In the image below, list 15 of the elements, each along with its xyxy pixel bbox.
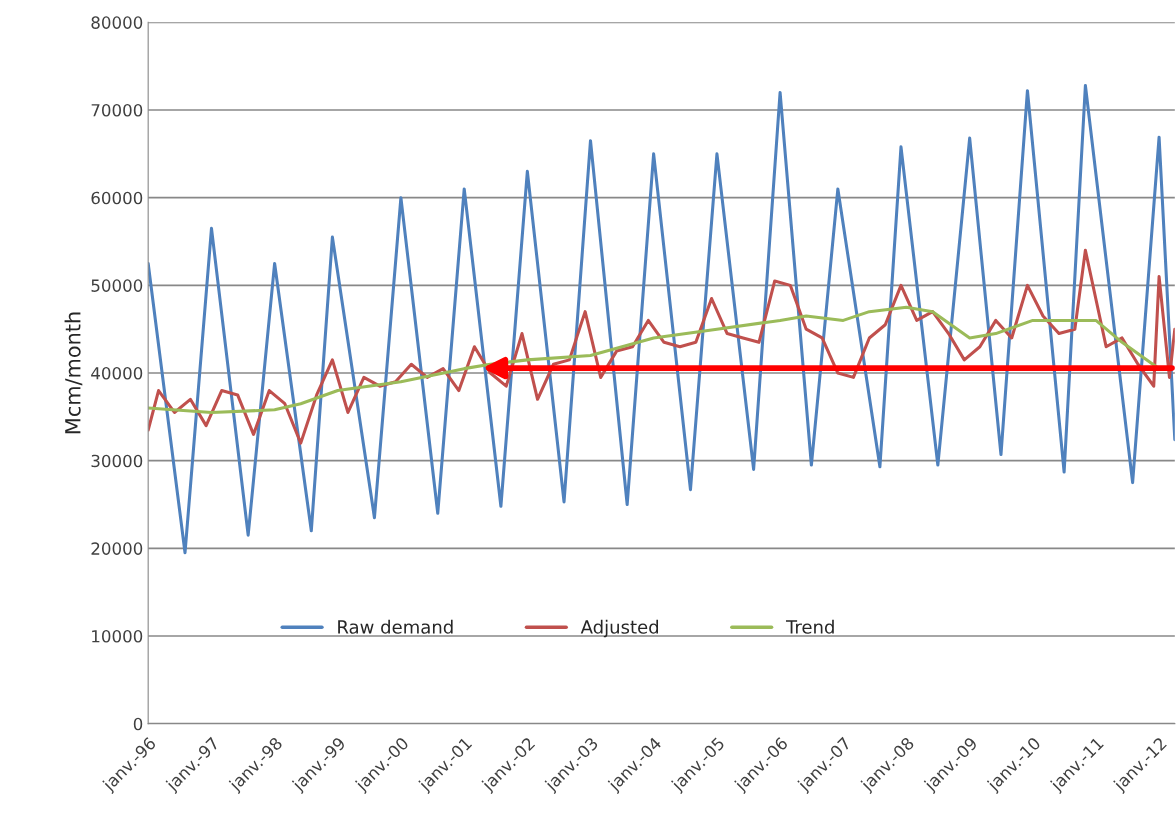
line-series (148, 83, 1175, 555)
y-tick-label: 0 (133, 717, 143, 731)
y-axis-title: Mcm/month (64, 312, 83, 434)
y-tick-label: 40000 (91, 366, 143, 380)
y-tick-label: 50000 (91, 279, 143, 292)
y-tick-label: 20000 (91, 542, 143, 555)
y-tick-label: 80000 (91, 16, 143, 29)
legend-label: Adjusted (580, 619, 658, 638)
legend-label: Trend (785, 619, 834, 634)
y-tick-label: 70000 (91, 103, 143, 117)
line-series (148, 248, 1175, 445)
y-tick-label: 10000 (92, 629, 143, 643)
legend-label: Raw demand (338, 619, 453, 634)
y-tick-label: 30000 (91, 454, 143, 468)
y-tick-label: 60000 (91, 191, 143, 205)
